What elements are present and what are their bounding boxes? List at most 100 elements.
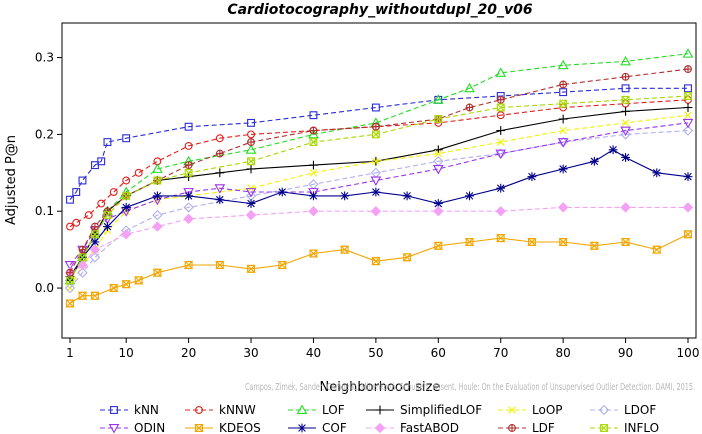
data-point	[214, 184, 226, 194]
plot-frame	[61, 22, 697, 339]
series-inflo	[66, 92, 692, 285]
data-point	[153, 176, 162, 185]
data-point	[152, 268, 163, 277]
data-point	[683, 172, 693, 182]
data-point	[433, 145, 443, 155]
data-point	[121, 280, 131, 289]
data-point	[496, 126, 506, 135]
data-point	[64, 261, 76, 271]
data-point	[109, 188, 118, 196]
data-point	[402, 253, 412, 262]
data-point	[246, 199, 256, 208]
data-point	[215, 261, 225, 269]
legend-item: LDOF	[590, 403, 656, 417]
x-tick-label: 40	[306, 346, 321, 360]
data-point	[91, 230, 99, 239]
data-point	[215, 168, 225, 178]
x-tick-label: 100	[677, 346, 700, 360]
data-point	[558, 164, 568, 174]
legend-item: COF	[288, 421, 347, 434]
data-point	[371, 130, 380, 139]
data-point	[121, 202, 131, 212]
data-point	[247, 118, 255, 127]
data-point	[684, 92, 692, 100]
legend-marker	[375, 405, 385, 415]
data-point	[97, 199, 106, 208]
data-point	[277, 261, 287, 269]
data-point	[309, 111, 318, 120]
data-point	[184, 161, 193, 170]
data-point	[89, 252, 101, 263]
y-axis: 0.0 0.1 0.2 0.3	[35, 51, 62, 295]
data-point	[433, 241, 444, 250]
x-tick-label: 90	[618, 346, 633, 360]
data-point	[621, 72, 630, 81]
data-point	[496, 111, 505, 120]
data-point	[339, 245, 350, 254]
data-point	[589, 156, 599, 166]
legend-marker	[296, 404, 308, 414]
legend-marker	[195, 406, 203, 414]
credit-text: Campos, Zimek, Sander, Campello, Micenko…	[245, 381, 695, 393]
data-point	[495, 234, 506, 243]
data-point	[134, 168, 143, 177]
data-point	[372, 157, 380, 166]
data-point	[247, 130, 255, 139]
data-point	[684, 111, 692, 119]
legend-label: FastABOD	[400, 421, 459, 434]
data-point	[152, 163, 163, 173]
series-cof	[65, 145, 693, 281]
series-line	[69, 233, 689, 304]
legend-item: LoOP	[498, 403, 563, 417]
data-point	[621, 106, 630, 116]
data-point	[65, 299, 75, 308]
data-point	[152, 221, 163, 232]
data-point	[246, 264, 256, 273]
x-tick-label: 1	[66, 346, 74, 360]
data-point	[103, 138, 112, 147]
data-point	[122, 134, 131, 143]
x-tick-label: 80	[556, 346, 571, 360]
data-point	[245, 209, 257, 221]
legend-label: LDF	[532, 421, 555, 434]
data-point	[620, 55, 631, 66]
data-point	[496, 138, 505, 146]
data-point	[184, 168, 193, 177]
data-point	[66, 195, 74, 204]
data-point	[245, 144, 257, 154]
legend-marker	[598, 404, 610, 416]
legend-item: LOF	[288, 403, 345, 417]
data-point	[122, 191, 131, 200]
legend-label: LOF	[322, 403, 345, 417]
y-axis-label: Adjusted P@n	[4, 135, 19, 225]
y-tick-label: 0.3	[35, 51, 54, 65]
x-tick-label: 30	[243, 346, 258, 360]
data-point	[496, 95, 505, 104]
data-point	[682, 125, 694, 136]
legend-label: kNN	[134, 403, 159, 417]
data-point	[684, 84, 692, 93]
data-point	[184, 141, 193, 150]
data-point	[183, 188, 194, 198]
data-point	[620, 202, 631, 213]
data-point	[434, 115, 443, 123]
legend-item: kNN	[100, 403, 159, 417]
data-point	[308, 206, 319, 217]
x-axis: 1 10 20 30 40 50 60 70 80 90 100	[66, 338, 699, 360]
data-point	[495, 149, 507, 160]
data-point	[464, 238, 475, 246]
data-point	[183, 261, 194, 269]
data-point	[77, 291, 88, 300]
data-point	[608, 145, 618, 155]
data-point	[66, 276, 74, 285]
data-point	[682, 202, 694, 213]
data-point	[103, 211, 112, 220]
legend-label: ODIN	[134, 421, 165, 434]
data-point	[620, 126, 631, 137]
data-point	[558, 238, 568, 246]
data-point	[90, 291, 100, 300]
data-point	[402, 191, 412, 201]
data-point	[621, 119, 630, 127]
x-tick-label: 70	[493, 346, 508, 360]
series-line	[69, 122, 689, 266]
